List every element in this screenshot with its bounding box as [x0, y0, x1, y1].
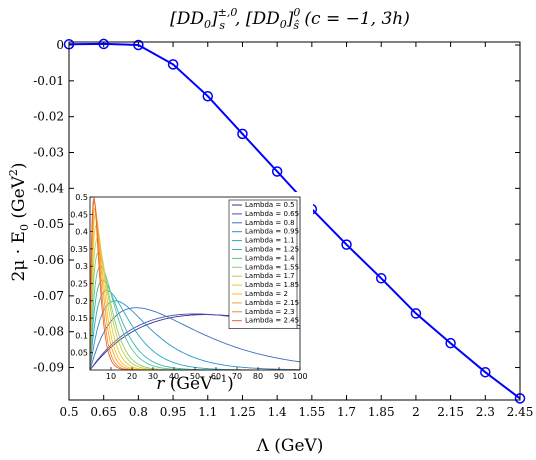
inset-x-tick-label: 80 [253, 372, 263, 381]
inset-y-tick-label: 0.35 [70, 245, 88, 254]
x-tick-label: 2.3 [476, 405, 495, 419]
y-tick-label: -0.07 [33, 289, 64, 303]
inset-chart: 10 20 30 40 50 60 70 80 90 100 0.05 0.1 0.15 0.2 0.25 0… [70, 192, 313, 394]
x-tick-label: 0.5 [59, 405, 78, 419]
x-tick-label: 1.7 [337, 405, 356, 419]
y-tick-label: -0.06 [33, 253, 64, 267]
inset-y-tick-label: 0.4 [75, 228, 88, 237]
y-tick-label: -0.05 [33, 217, 64, 231]
y-tick-label: 0 [56, 38, 64, 52]
y-tick-label: -0.01 [33, 74, 64, 88]
inset-x-tick-label: 10 [106, 372, 116, 381]
y-axis-label: 2μ · E0 (GeV2) [7, 162, 31, 281]
inset-legend-entry: Lambda = 1.4 [245, 254, 295, 262]
inset-legend-entry: Lambda = 1.25 [245, 246, 299, 254]
x-tick-label: 2.15 [437, 405, 464, 419]
inset-legend-entry: Lambda = 2 [245, 290, 288, 298]
x-tick-label: 0.95 [160, 405, 187, 419]
y-tick-label: -0.03 [33, 146, 64, 160]
x-tick-label: 2.45 [507, 405, 534, 419]
inset-y-tick-label: 0.25 [70, 280, 88, 289]
inset-legend-entry: Lambda = 1.1 [245, 237, 295, 245]
x-tick-label: 0.65 [90, 405, 117, 419]
x-tick-label: 1.4 [268, 405, 287, 419]
inset-y-tick-label: 0.45 [70, 210, 88, 219]
data-point [98, 38, 109, 50]
inset-y-tick-label: 0.5 [75, 193, 88, 202]
inset-plot-frame [89, 196, 301, 371]
inset-x-tick-label: 100 [292, 372, 307, 381]
x-tick-label: 2 [412, 405, 420, 419]
x-tick-label: 1.55 [298, 405, 325, 419]
inset-y-tick-label: 0.3 [75, 262, 88, 271]
inset-x-axis-label: r (GeV−1) [156, 374, 234, 394]
series-line [68, 42, 521, 400]
data-point [445, 337, 456, 349]
inset-x-tick-label: 40 [169, 372, 179, 381]
x-tick-label: 1.1 [198, 405, 217, 419]
y-tick-label: -0.04 [33, 181, 64, 195]
inset-x-tick-label: 50 [190, 372, 200, 381]
inset-legend-entry: Lambda = 0.8 [245, 219, 295, 227]
inset-legend-entry: Lambda = 0.65 [245, 210, 299, 218]
inset-legend-entry: Lambda = 1.85 [245, 281, 299, 289]
inset-legend-entry: Lambda = 1.7 [245, 272, 295, 280]
inset-legend-entry: Lambda = 2.45 [245, 317, 299, 325]
inset-series-line [89, 300, 300, 371]
y-tick-label: -0.02 [33, 110, 64, 124]
data-point [133, 39, 144, 51]
inset-legend-entry: Lambda = 2.15 [245, 299, 299, 307]
inset-x-tick-label: 70 [232, 372, 242, 381]
chart-title: [DD0]±,0 s, [DD0]0 ŝ (c = −1, 3h) [170, 6, 410, 32]
data-point [375, 273, 387, 284]
data-point [202, 90, 214, 102]
inset-legend-entry: Lambda = 1.55 [245, 263, 299, 271]
inset-legend-entry: Lambda = 2.3 [245, 308, 295, 316]
data-point [480, 366, 491, 378]
x-tick-label: 0.8 [129, 405, 148, 419]
inset-x-tick-label: 60 [211, 372, 221, 381]
inset-legend-entry: Lambda = 0.95 [245, 228, 299, 236]
inset-series-line [89, 307, 301, 371]
inset-legend-box [228, 199, 298, 329]
x-tick-label: 1.25 [229, 405, 256, 419]
inset-y-tick-label: 0.2 [75, 297, 88, 306]
data-point [410, 308, 422, 319]
inset-legend-entry: Lambda = 0.5 [245, 201, 295, 209]
y-tick-label: -0.09 [33, 361, 64, 375]
inset-y-tick-label: 0.1 [75, 331, 88, 340]
data-point [237, 128, 248, 140]
inset-x-tick-label: 90 [274, 372, 284, 381]
x-axis-label: Λ (GeV) [256, 436, 324, 456]
inset-y-tick-label: 0.15 [70, 314, 88, 323]
y-tick-label: -0.08 [33, 325, 64, 339]
x-tick-label: 1.85 [368, 405, 395, 419]
inset-x-tick-label: 20 [127, 372, 137, 381]
data-point [341, 239, 352, 250]
inset-x-tick-label: 30 [148, 372, 158, 381]
main-plot-frame [68, 41, 521, 401]
data-point [167, 59, 179, 70]
inset-y-tick-label: 0.05 [70, 349, 88, 358]
data-point [271, 166, 283, 177]
